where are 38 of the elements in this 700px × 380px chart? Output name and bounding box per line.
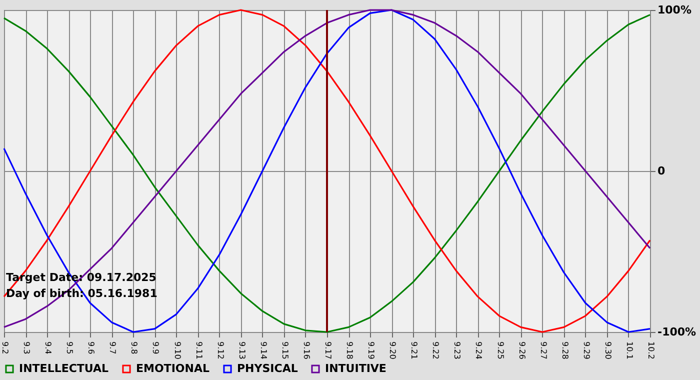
x-tick-label: 9.3 xyxy=(22,342,32,354)
x-tick-label: 9.22 xyxy=(431,342,440,360)
x-tick-label: 9.8 xyxy=(130,342,139,354)
x-tick-label: 9.13 xyxy=(237,342,246,360)
x-tick-label: 9.16 xyxy=(302,342,311,360)
x-tick-label: 10.1 xyxy=(624,342,634,360)
x-tick-label: 9.11 xyxy=(194,342,204,360)
x-tick-label: 9.10 xyxy=(172,342,182,360)
x-tick-label: 9.9 xyxy=(151,342,160,354)
x-tick-label: 9.29 xyxy=(582,342,591,360)
x-tick-label: 9.27 xyxy=(538,342,548,360)
x-tick-label: 9.6 xyxy=(86,342,96,354)
y-tick-label: -100% xyxy=(658,326,696,338)
x-tick-label: 10.2 xyxy=(646,342,656,360)
x-tick-label: 9.18 xyxy=(345,342,354,360)
x-tick-label: 9.20 xyxy=(388,342,398,360)
x-tick-label: 9.4 xyxy=(44,342,53,354)
legend-label: INTELLECTUAL xyxy=(19,362,109,375)
x-tick-label: 9.25 xyxy=(496,342,505,360)
legend-label: INTUITIVE xyxy=(325,362,386,375)
x-tick-label: 9.26 xyxy=(517,342,526,360)
x-tick-label: 9.14 xyxy=(258,342,268,360)
x-tick-label: 9.12 xyxy=(216,342,225,360)
x-tick-label: 9.21 xyxy=(410,342,419,360)
x-tick-label: 9.7 xyxy=(108,342,118,354)
x-tick-label: 9.23 xyxy=(452,342,462,360)
legend-label: EMOTIONAL xyxy=(136,362,210,375)
y-tick-label: 100% xyxy=(658,4,692,16)
x-tick-label: 9.30 xyxy=(603,342,612,360)
legend-label: PHYSICAL xyxy=(237,362,298,375)
x-tick-label: 9.15 xyxy=(280,342,290,360)
x-tick-label: 9.24 xyxy=(474,342,484,360)
x-tick-label: 9.2 xyxy=(0,342,10,354)
x-tick-label: 9.28 xyxy=(560,342,570,360)
x-tick-label: 9.17 xyxy=(324,342,332,360)
y-tick-label: 0 xyxy=(658,164,666,178)
x-tick-label: 9.5 xyxy=(65,342,74,354)
x-tick-label: 9.19 xyxy=(366,342,376,360)
